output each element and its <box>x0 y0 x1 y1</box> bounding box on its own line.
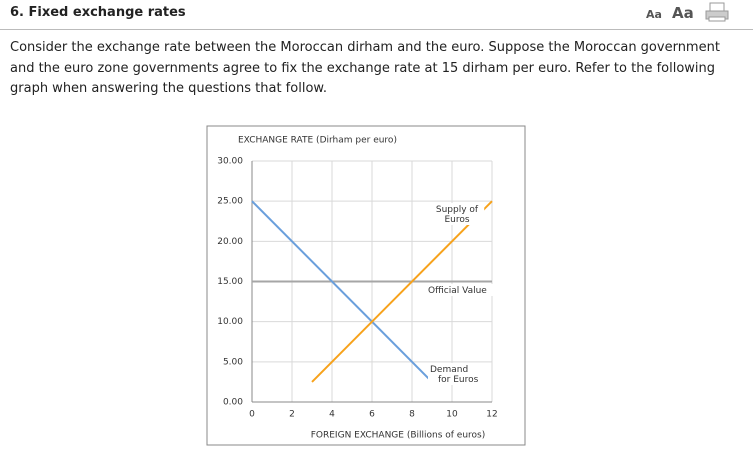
divider <box>0 29 753 30</box>
label-background <box>428 363 483 385</box>
x-tick-label: 8 <box>409 410 415 420</box>
y-tick-label: 20.00 <box>217 237 243 247</box>
y-tick-label: 5.00 <box>223 357 243 367</box>
series-label: Official Value <box>428 286 487 296</box>
series-label: Supply of Euros <box>436 205 479 225</box>
x-tick-label: 10 <box>446 410 458 420</box>
y-tick-label: 10.00 <box>217 317 243 327</box>
header-title: 6. Fixed exchange rates <box>10 5 186 20</box>
y-tick-label: 25.00 <box>217 197 243 207</box>
y-tick-label: 30.00 <box>217 157 243 167</box>
label-background <box>429 203 485 225</box>
y-tick-label: 15.00 <box>217 277 243 287</box>
print-icon[interactable] <box>705 2 729 22</box>
y-tick-label: 0.00 <box>223 398 243 408</box>
x-tick-label: 2 <box>289 410 295 420</box>
font-size-large[interactable]: Aa <box>672 4 694 22</box>
y-axis-title: EXCHANGE RATE (Dirham per euro) <box>238 136 397 146</box>
series-label: Demand for Euros <box>430 365 479 385</box>
label-background <box>426 284 509 296</box>
x-tick-label: 4 <box>329 410 335 420</box>
x-tick-label: 6 <box>369 410 375 420</box>
font-size-small[interactable]: Aa <box>646 8 662 21</box>
series-line <box>311 200 493 383</box>
x-axis-title: FOREIGN EXCHANGE (Billions of euros) <box>311 431 486 441</box>
question-text: Consider the exchange rate between the M… <box>10 40 720 96</box>
series-line <box>251 200 433 383</box>
x-tick-label: 0 <box>249 410 255 420</box>
x-tick-label: 12 <box>486 410 497 420</box>
